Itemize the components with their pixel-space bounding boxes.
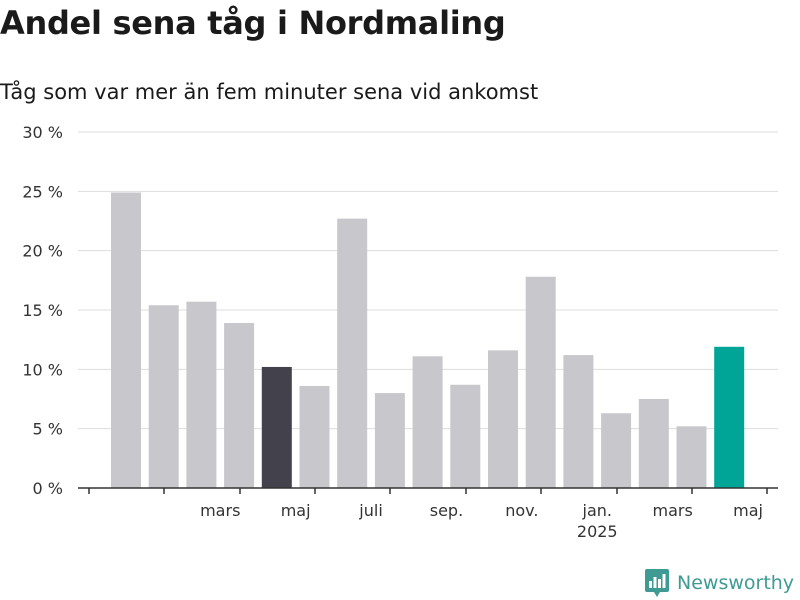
y-tick-label: 5 % xyxy=(33,420,63,439)
x-tick-label: maj xyxy=(281,501,311,520)
bar xyxy=(337,218,368,489)
bar xyxy=(601,413,632,488)
bar xyxy=(525,276,556,488)
x-tick-label: jan. xyxy=(582,501,612,520)
x-tick-label: juli xyxy=(358,501,382,520)
bar xyxy=(148,305,179,488)
brand-name: Newsworthy xyxy=(677,572,795,594)
x-tick-label: maj xyxy=(733,501,763,520)
bar xyxy=(714,346,745,488)
bar xyxy=(186,301,217,488)
bar-chart-logo-icon xyxy=(645,569,669,597)
y-tick-label: 15 % xyxy=(22,301,63,320)
x-axis xyxy=(78,487,778,494)
bar xyxy=(261,366,292,488)
bar xyxy=(224,323,255,488)
y-tick-label: 25 % xyxy=(22,182,63,201)
bar xyxy=(638,399,669,488)
x-tick-label: mars xyxy=(200,501,240,520)
bar xyxy=(111,192,141,488)
bar xyxy=(488,350,518,488)
x-tick-label: sep. xyxy=(430,501,463,520)
bars xyxy=(111,192,745,489)
y-tick-label: 10 % xyxy=(22,360,63,379)
bar xyxy=(299,385,330,488)
x-tick-label: mars xyxy=(652,501,692,520)
chart-subtitle: Tåg som var mer än fem minuter sena vid … xyxy=(0,80,539,104)
bar xyxy=(374,393,405,488)
x-tick-label: nov. xyxy=(505,501,538,520)
bar xyxy=(563,355,594,488)
bar xyxy=(676,426,707,488)
y-tick-label: 30 % xyxy=(22,123,63,142)
y-axis-labels: 0 % 5 % 10 % 15 % 20 % 25 % 30 % xyxy=(22,123,63,498)
newsworthy-brand: Newsworthy xyxy=(644,568,794,598)
x-axis-labels: mars maj juli sep. nov. jan. 2025 mars maj xyxy=(200,501,763,541)
x-tick-year-label: 2025 xyxy=(577,522,618,541)
bar xyxy=(450,384,481,488)
bar xyxy=(412,356,443,488)
chart-title: Andel sena tåg i Nordmaling xyxy=(0,4,506,42)
y-tick-label: 20 % xyxy=(22,242,63,261)
y-tick-label: 0 % xyxy=(33,479,63,498)
